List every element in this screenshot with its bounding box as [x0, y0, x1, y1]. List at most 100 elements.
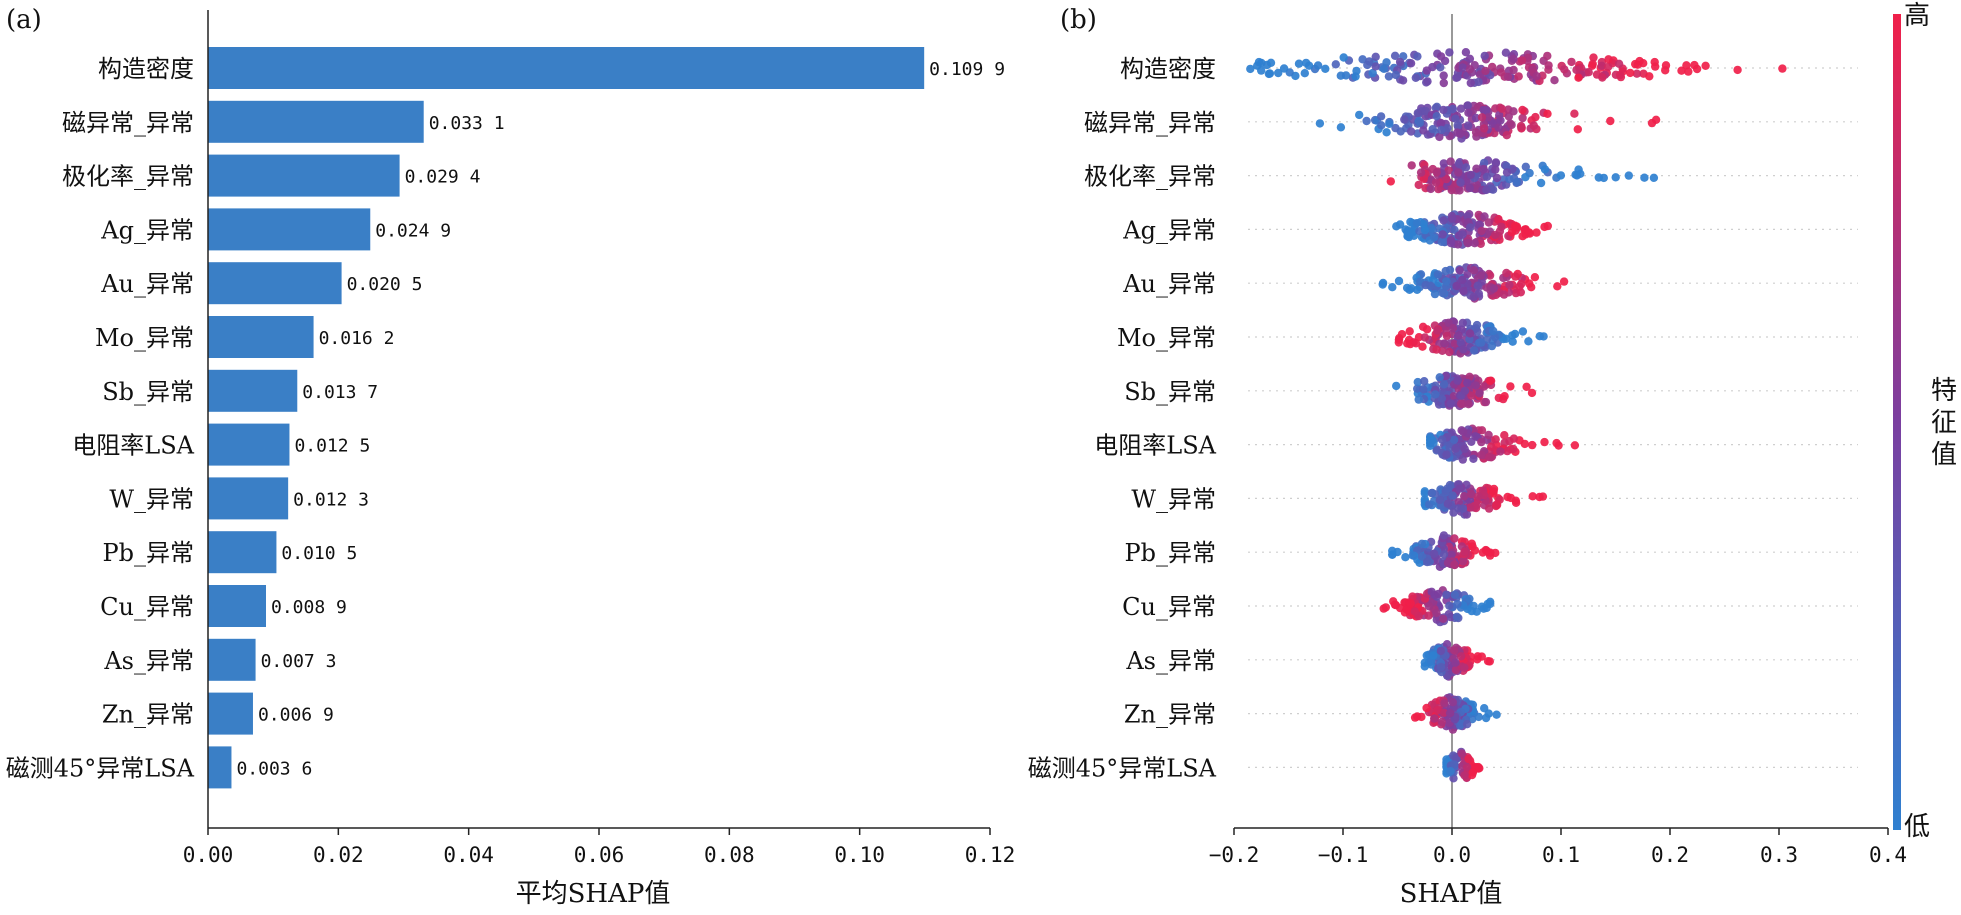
shap-point-zn — [1439, 708, 1449, 717]
bar-value-label: 0.006 9 — [258, 705, 334, 726]
shap-point- — [1365, 57, 1374, 66]
panel-a-x-tick-label: 0.04 — [443, 843, 494, 867]
shap-point- — [1313, 61, 1323, 70]
shap-point-lsa — [1429, 438, 1438, 448]
shap-point-au — [1430, 289, 1440, 299]
shap-point- — [1611, 173, 1620, 182]
bar-4 — [208, 262, 342, 305]
shap-point- — [1509, 54, 1518, 64]
shap-point-ag — [1524, 228, 1534, 237]
shap-point-zn — [1445, 709, 1455, 718]
shap-point-ag — [1437, 237, 1446, 246]
shap-point-ag — [1470, 239, 1479, 248]
shap-point-ag — [1438, 230, 1447, 239]
colorbar-title: 特征值 — [1931, 376, 1957, 470]
shap-point-cu — [1408, 592, 1417, 601]
shap-point- — [1514, 72, 1523, 81]
shap-point- — [1505, 175, 1514, 184]
shap-point- — [1461, 163, 1471, 172]
shap-point-pb — [1460, 547, 1469, 556]
bar-7 — [208, 423, 290, 466]
shap-point- — [1589, 53, 1598, 62]
panel-b-feature-label: Mo_异常 — [1117, 324, 1216, 352]
panel-b-feature-label: Au_异常 — [1122, 270, 1216, 298]
shap-point-cu — [1395, 603, 1405, 613]
shap-point-pb — [1481, 545, 1491, 555]
shap-point-pb — [1422, 557, 1432, 567]
shap-point-zn — [1430, 714, 1439, 723]
shap-point-mo — [1477, 338, 1486, 347]
shap-point-zn — [1481, 713, 1491, 723]
bar-value-label: 0.007 3 — [261, 651, 337, 672]
shap-point- — [1407, 161, 1416, 170]
bar-value-label: 0.012 5 — [294, 436, 370, 457]
shap-point-mo — [1489, 326, 1498, 336]
shap-point-w — [1455, 484, 1464, 493]
shap-point-ag — [1543, 221, 1553, 231]
shap-point- — [1428, 125, 1437, 134]
shap-point-ag — [1439, 216, 1448, 225]
panel-b-x-tick-label: 0.3 — [1760, 843, 1798, 867]
shap-point-pb — [1447, 550, 1456, 560]
shap-point-w — [1435, 495, 1445, 505]
shap-point- — [1677, 66, 1686, 75]
shap-point- — [1431, 178, 1441, 187]
shap-point- — [1453, 121, 1462, 130]
shap-point- — [1377, 121, 1386, 130]
shap-point- — [1415, 118, 1425, 128]
shap-point-au — [1525, 279, 1534, 288]
shap-point-sb — [1453, 376, 1462, 385]
shap-point-45-lsa — [1462, 762, 1472, 772]
shap-point-sb — [1435, 373, 1444, 382]
shap-point-au — [1473, 281, 1482, 290]
shap-point-au — [1459, 287, 1468, 296]
shap-point-au — [1452, 281, 1461, 291]
shap-point-au — [1426, 281, 1435, 290]
shap-point- — [1491, 104, 1500, 113]
shap-point-lsa — [1442, 450, 1451, 459]
shap-point-pb — [1439, 531, 1449, 540]
bar-value-label: 0.024 9 — [375, 220, 451, 241]
shap-point-pb — [1467, 539, 1477, 548]
shap-point- — [1386, 177, 1396, 186]
shap-point- — [1479, 158, 1489, 168]
panel-a-category-label: 构造密度 — [98, 55, 194, 83]
shap-point- — [1518, 113, 1527, 123]
shap-point- — [1362, 116, 1371, 126]
shap-point- — [1422, 66, 1432, 75]
shap-point-zn — [1474, 712, 1483, 722]
shap-point- — [1446, 157, 1455, 166]
shap-point-as — [1451, 658, 1460, 667]
panel-b-feature-label: 极化率_异常 — [1084, 163, 1216, 191]
shap-point-au — [1441, 266, 1450, 276]
shap-point-au — [1485, 271, 1495, 280]
shap-point- — [1502, 161, 1511, 171]
shap-point-lsa — [1458, 455, 1468, 464]
shap-point- — [1368, 68, 1377, 78]
shap-point- — [1482, 185, 1491, 195]
shap-point- — [1431, 103, 1441, 113]
shap-point-sb — [1481, 397, 1491, 407]
shap-point- — [1390, 51, 1400, 60]
shap-point- — [1371, 52, 1380, 61]
shap-point-pb — [1450, 560, 1459, 569]
shap-point-sb — [1463, 378, 1472, 388]
shap-point- — [1502, 131, 1512, 140]
shap-point-cu — [1446, 612, 1455, 622]
shap-point- — [1540, 165, 1550, 174]
shap-point- — [1385, 119, 1394, 128]
shap-point- — [1456, 178, 1465, 187]
shap-point-lsa — [1509, 434, 1519, 443]
shap-point-cu — [1424, 611, 1433, 620]
shap-point- — [1488, 119, 1497, 128]
panel-b-feature-label: 磁异常_异常 — [1084, 109, 1216, 137]
shap-point-lsa — [1445, 443, 1454, 452]
panel-b-x-tick-label: 0.2 — [1651, 843, 1689, 867]
shap-point-sb — [1527, 388, 1537, 398]
shap-point-ag — [1420, 225, 1430, 235]
shap-point- — [1339, 53, 1348, 62]
shap-point- — [1406, 59, 1416, 68]
shap-point-lsa — [1500, 431, 1509, 440]
shap-point-sb — [1414, 395, 1423, 404]
shap-point- — [1456, 104, 1466, 113]
